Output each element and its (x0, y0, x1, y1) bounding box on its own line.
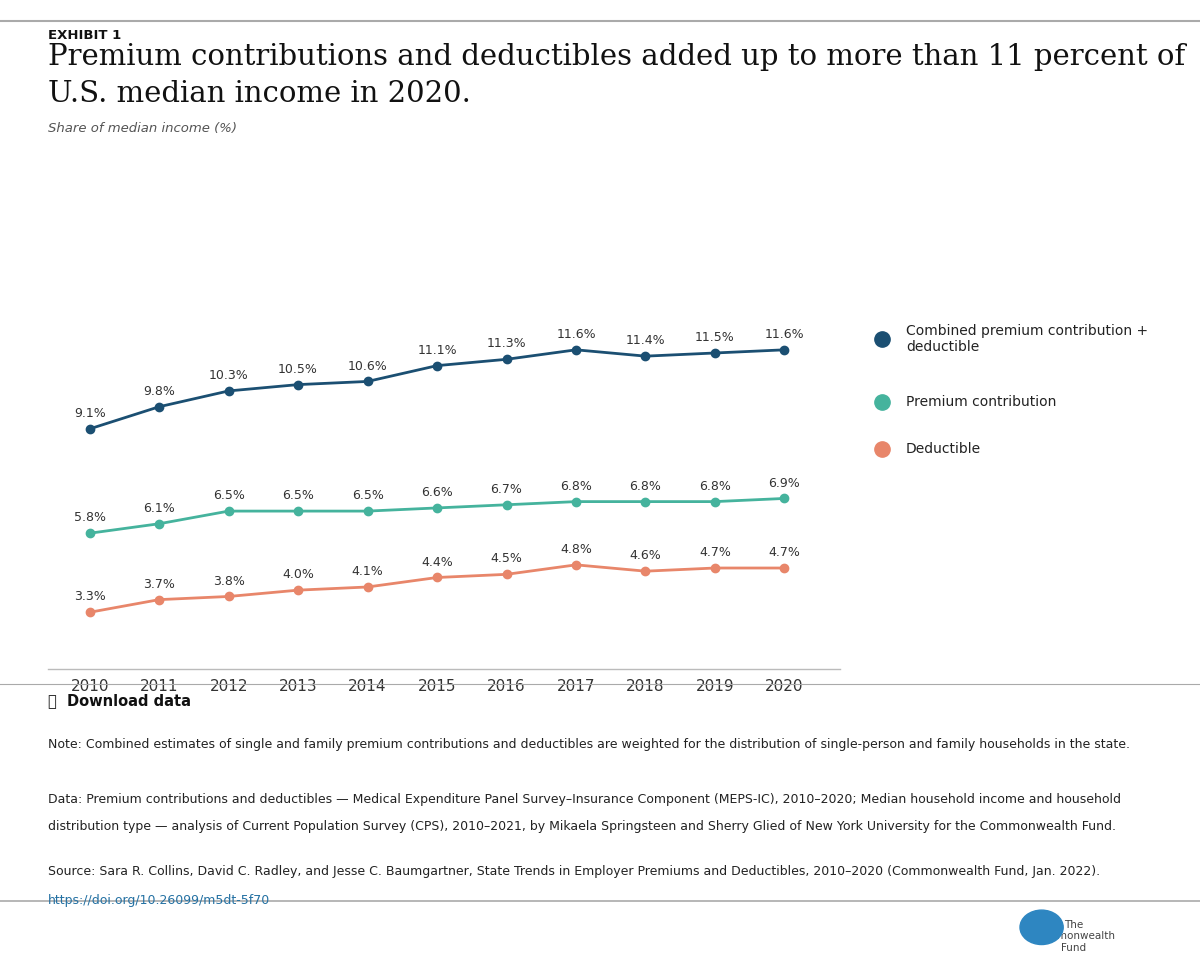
Text: 4.8%: 4.8% (560, 543, 592, 556)
Text: 4.0%: 4.0% (282, 568, 314, 581)
Text: The
Commonwealth
Fund: The Commonwealth Fund (1033, 920, 1115, 953)
Text: 11.5%: 11.5% (695, 331, 734, 344)
Text: Data: Premium contributions and deductibles — Medical Expenditure Panel Survey–I: Data: Premium contributions and deductib… (48, 793, 1121, 807)
Text: 6.5%: 6.5% (352, 489, 384, 502)
Text: 11.6%: 11.6% (556, 328, 596, 341)
Text: 4.4%: 4.4% (421, 555, 452, 569)
Text: Source: Sara R. Collins, David C. Radley, and Jesse C. Baumgartner, State Trends: Source: Sara R. Collins, David C. Radley… (48, 865, 1100, 879)
Text: 4.6%: 4.6% (630, 550, 661, 562)
Text: 10.3%: 10.3% (209, 369, 248, 382)
Text: 11.1%: 11.1% (418, 344, 457, 357)
Text: Combined premium contribution +
deductible: Combined premium contribution + deductib… (906, 324, 1148, 355)
Text: ⤓  Download data: ⤓ Download data (48, 693, 191, 708)
Text: 6.1%: 6.1% (143, 502, 175, 515)
Text: Deductible: Deductible (906, 443, 982, 456)
Text: U.S. median income in 2020.: U.S. median income in 2020. (48, 80, 470, 108)
Text: 4.7%: 4.7% (700, 546, 731, 559)
Text: 3.8%: 3.8% (212, 575, 245, 588)
Text: 6.5%: 6.5% (282, 489, 314, 502)
Text: EXHIBIT 1: EXHIBIT 1 (48, 29, 121, 42)
Text: Premium contributions and deductibles added up to more than 11 percent of: Premium contributions and deductibles ad… (48, 43, 1186, 71)
Text: 4.5%: 4.5% (491, 553, 522, 566)
Text: 6.6%: 6.6% (421, 486, 452, 499)
Text: 10.6%: 10.6% (348, 359, 388, 373)
Text: 11.4%: 11.4% (625, 335, 665, 347)
Text: 4.7%: 4.7% (768, 546, 800, 559)
Text: 9.1%: 9.1% (74, 407, 106, 420)
Text: 5.8%: 5.8% (73, 511, 106, 525)
Text: 6.8%: 6.8% (560, 480, 592, 492)
Text: 3.3%: 3.3% (74, 591, 106, 603)
Text: 6.8%: 6.8% (700, 480, 731, 492)
Text: 6.9%: 6.9% (768, 477, 800, 489)
Text: 6.7%: 6.7% (491, 483, 522, 496)
Text: 6.5%: 6.5% (212, 489, 245, 502)
Text: 11.6%: 11.6% (764, 328, 804, 341)
Text: distribution type — analysis of Current Population Survey (CPS), 2010–2021, by M: distribution type — analysis of Current … (48, 820, 1116, 834)
Text: https://doi.org/10.26099/m5dt-5f70: https://doi.org/10.26099/m5dt-5f70 (48, 894, 270, 907)
Text: 3.7%: 3.7% (143, 577, 175, 591)
Text: 9.8%: 9.8% (143, 385, 175, 398)
Text: Note: Combined estimates of single and family premium contributions and deductib: Note: Combined estimates of single and f… (48, 738, 1130, 751)
Text: 10.5%: 10.5% (278, 362, 318, 376)
Text: Premium contribution: Premium contribution (906, 395, 1056, 408)
Text: Share of median income (%): Share of median income (%) (48, 122, 238, 136)
Text: 11.3%: 11.3% (487, 337, 527, 351)
Text: 4.1%: 4.1% (352, 565, 384, 578)
Text: 6.8%: 6.8% (630, 480, 661, 492)
